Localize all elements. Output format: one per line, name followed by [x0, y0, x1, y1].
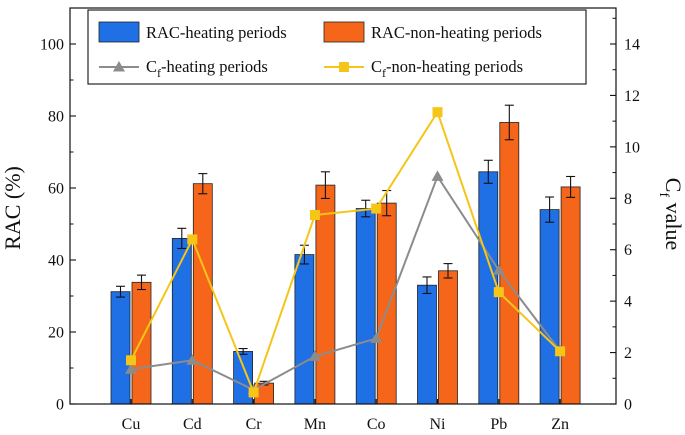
marker-cf-non-heating-zn [555, 346, 566, 357]
left-tick-label: 60 [48, 181, 64, 198]
left-tick-label: 100 [40, 37, 64, 54]
left-axis-title: RAC (%) [0, 166, 25, 250]
marker-cf-heating-cu [125, 363, 137, 374]
marker-cf-non-heating-co [371, 203, 382, 214]
marker-cf-heating-pb [492, 264, 505, 275]
line-cf-non-heating [130, 109, 561, 396]
plot-frame [69, 7, 617, 405]
bar-non-heating-co [376, 202, 397, 405]
marker-cf-non-heating-cu [126, 355, 136, 366]
bar-non-heating-ni [438, 270, 458, 405]
marker-cf-non-heating-pb [493, 287, 504, 298]
bar-non-heating-zn [560, 186, 581, 405]
right-tick-label: 0 [624, 397, 632, 414]
right-tick-label: 10 [624, 139, 640, 156]
x-tick-label-pb: Pb [490, 416, 507, 433]
marker-cf-heating-cd [186, 354, 199, 365]
legend-label-non-heating: RAC-non-heating periods [371, 23, 542, 42]
x-tick-label-co: Co [367, 416, 386, 433]
right-tick-label: 12 [624, 88, 640, 105]
x-tick-label-zn: Zn [551, 416, 569, 433]
legend-cf-non-heating-marker [339, 62, 349, 72]
bar-heating-co [355, 208, 376, 405]
marker-cf-non-heating-cr [248, 387, 259, 398]
marker-cf-heating-ni [431, 170, 444, 181]
left-tick-label: 40 [48, 253, 64, 270]
legend-cf-heating-marker [113, 61, 125, 72]
right-tick-label: 2 [624, 345, 632, 362]
legend: RAC-heating periods RAC-non-heating perio… [87, 9, 587, 85]
marker-cf-non-heating-mn [309, 210, 320, 220]
left-tick-label: 0 [56, 397, 64, 414]
legend-swatch-heating [98, 21, 140, 43]
legend-cf-non-heating-label: Cf-non-heating periods [371, 57, 523, 80]
bar-non-heating-pb [499, 122, 520, 405]
right-tick-label: 8 [624, 191, 632, 208]
left-tick-label: 80 [48, 109, 64, 126]
legend-label-heating: RAC-heating periods [146, 23, 287, 42]
legend-cf-heating-label: Cf-heating periods [146, 57, 268, 80]
marker-cf-heating-mn [308, 350, 321, 361]
x-tick-label-ni: Ni [430, 416, 447, 433]
marker-cf-heating-co [370, 332, 383, 343]
bar-non-heating-cu [131, 281, 152, 405]
legend-swatch-non-heating [323, 21, 365, 43]
bar-heating-cu [110, 291, 131, 405]
marker-cf-non-heating-ni [432, 107, 443, 118]
right-tick-label: 14 [624, 37, 640, 54]
left-tick-label: 20 [48, 325, 64, 342]
bars-layer [110, 104, 581, 405]
line-cf-heating [130, 174, 561, 391]
x-tick-label-mn: Mn [304, 416, 326, 433]
axes-layer: 0 20 40 60 80 100 0 2 4 6 8 10 12 14 Cu Cd Cr Mn Co Ni Pb Zn R… [0, 7, 685, 433]
bar-heating-zn [539, 209, 560, 405]
x-tick-label-cd: Cd [183, 416, 202, 433]
bar-non-heating-cd [192, 183, 213, 405]
right-tick-label: 4 [624, 294, 632, 311]
right-axis-title: Cf value [656, 178, 685, 251]
x-tick-label-cr: Cr [246, 416, 263, 433]
right-tick-label: 6 [624, 242, 632, 259]
lines-layer [125, 107, 567, 398]
bar-heating-ni [417, 284, 437, 405]
marker-cf-non-heating-cd [187, 234, 198, 245]
bar-heating-cd [171, 237, 192, 405]
x-tick-label-cu: Cu [122, 416, 141, 433]
bar-heating-mn [294, 254, 315, 405]
